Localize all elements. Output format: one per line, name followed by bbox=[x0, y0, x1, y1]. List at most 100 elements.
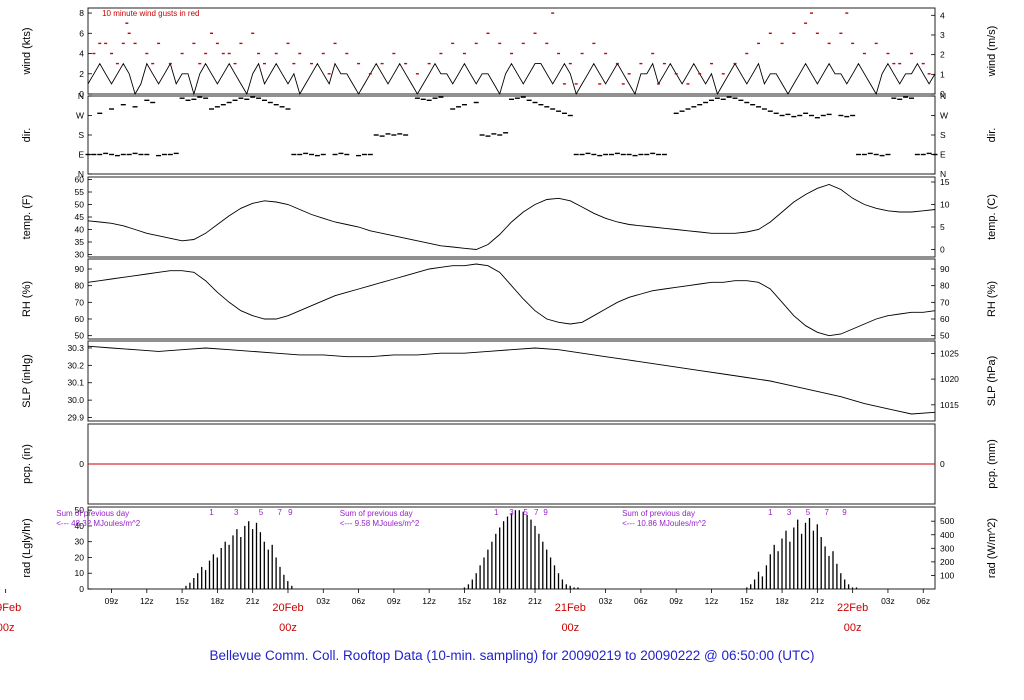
slp-left-tick-label: 30.1 bbox=[67, 378, 84, 388]
rh-left-axis-label: RH (%) bbox=[21, 281, 33, 317]
rad-left-tick-label: 50 bbox=[75, 505, 85, 515]
rad-annotation: Sum of previous day bbox=[340, 509, 413, 518]
wind-left-axis-label: wind (kts) bbox=[21, 27, 33, 75]
x-tick-label: 15z bbox=[175, 596, 189, 606]
rad-annotation: 7 bbox=[278, 508, 283, 517]
date-time-label: 00z bbox=[844, 622, 862, 634]
date-time-label: 00z bbox=[0, 622, 15, 634]
x-tick-label: 21z bbox=[528, 596, 542, 606]
rh-right-tick-label: 60 bbox=[940, 314, 950, 324]
rad-right-tick-label: 100 bbox=[940, 570, 954, 580]
wind-speed-line bbox=[87, 62, 936, 96]
dir-right-tick-label: N bbox=[940, 169, 946, 179]
rad-right-tick-label: 300 bbox=[940, 543, 954, 553]
rh-left-tick-label: 60 bbox=[75, 314, 85, 324]
rad-annotation: 5 bbox=[806, 508, 811, 517]
rad-left-tick-label: 0 bbox=[79, 584, 84, 594]
temp-left-tick-label: 50 bbox=[75, 200, 85, 210]
rad-left-tick-label: 40 bbox=[75, 521, 85, 531]
rh-left-tick-label: 80 bbox=[75, 281, 85, 291]
slp-left-tick-label: 30.0 bbox=[67, 395, 84, 405]
date-time-label: 00z bbox=[279, 622, 297, 634]
wind-right-tick-label: 4 bbox=[940, 10, 945, 20]
temp-left-tick-label: 30 bbox=[75, 250, 85, 260]
x-tick-label: 03z bbox=[599, 596, 613, 606]
rad-left-tick-label: 10 bbox=[75, 568, 85, 578]
x-tick-label: 06z bbox=[916, 596, 930, 606]
dir-panel-border bbox=[87, 95, 936, 175]
rh-right-tick-label: 90 bbox=[940, 264, 950, 274]
x-tick-label: 18z bbox=[211, 596, 225, 606]
slp-right-tick-label: 1015 bbox=[940, 400, 959, 410]
slp-right-tick-label: 1020 bbox=[940, 374, 959, 384]
dir-left-tick-label: N bbox=[78, 169, 84, 179]
rad-left-tick-label: 20 bbox=[75, 552, 85, 562]
temp-left-tick-label: 35 bbox=[75, 237, 85, 247]
slp-right-axis-label: SLP (hPa) bbox=[986, 356, 998, 407]
x-tick-label: 21z bbox=[811, 596, 825, 606]
slp-right-tick-label: 1025 bbox=[940, 349, 959, 359]
rad-annotation: 9 bbox=[842, 508, 847, 517]
wind-left-tick-label: 4 bbox=[79, 49, 84, 59]
rad-annotation: 3 bbox=[787, 508, 792, 517]
temp-left-tick-label: 40 bbox=[75, 225, 85, 235]
temp-right-tick-label: 15 bbox=[940, 177, 950, 187]
slp-left-axis-label: SLP (inHg) bbox=[21, 354, 33, 408]
temp-left-tick-label: 55 bbox=[75, 187, 85, 197]
rad-annotation: 5 bbox=[259, 508, 264, 517]
rh-right-axis-label: RH (%) bbox=[986, 281, 998, 317]
rad-annotation: 1 bbox=[768, 508, 773, 517]
rh-right-tick-label: 80 bbox=[940, 281, 950, 291]
rad-annotation: 7 bbox=[825, 508, 830, 517]
wind-right-tick-label: 0 bbox=[940, 89, 945, 99]
rad-annotation: 1 bbox=[494, 508, 499, 517]
rad-annotation: 7 bbox=[534, 508, 539, 517]
x-tick-label: 15z bbox=[740, 596, 754, 606]
dir-right-tick-label: N bbox=[940, 91, 946, 101]
rad-annotation: <--- 9.58 MJoules/m^2 bbox=[340, 519, 420, 528]
rh-left-tick-label: 50 bbox=[75, 331, 85, 341]
x-tick-label: 12z bbox=[422, 596, 436, 606]
x-tick-label: 03z bbox=[881, 596, 895, 606]
humidity-line bbox=[87, 263, 936, 337]
rad-right-tick-label: 500 bbox=[940, 516, 954, 526]
rad-right-tick-label: 200 bbox=[940, 557, 954, 567]
rad-left-tick-label: 30 bbox=[75, 537, 85, 547]
wind-left-tick-label: 0 bbox=[79, 89, 84, 99]
wind-left-tick-label: 2 bbox=[79, 69, 84, 79]
rh-right-tick-label: 70 bbox=[940, 297, 950, 307]
date-label: 19Feb bbox=[0, 602, 21, 614]
rad-right-tick-label: 400 bbox=[940, 530, 954, 540]
wind-right-tick-label: 1 bbox=[940, 69, 945, 79]
slp-left-tick-label: 30.2 bbox=[67, 360, 84, 370]
slp-left-tick-label: 30.3 bbox=[67, 343, 84, 353]
temp-right-tick-label: 5 bbox=[940, 222, 945, 232]
rad-annotation: 9 bbox=[543, 508, 548, 517]
rad-annotation: <--- 48.32 MJoules/m^2 bbox=[56, 519, 141, 528]
dir-left-tick-label: W bbox=[76, 111, 84, 121]
temp-left-axis-label: temp. (F) bbox=[21, 195, 33, 240]
wind-right-axis-label: wind (m/s) bbox=[986, 26, 998, 78]
x-tick-label: 09z bbox=[105, 596, 119, 606]
x-tick-label: 21z bbox=[246, 596, 260, 606]
x-tick-label: 15z bbox=[458, 596, 472, 606]
rh-left-tick-label: 90 bbox=[75, 264, 85, 274]
wind-annotation: 10 minute wind gusts in red bbox=[102, 9, 199, 18]
pressure-line bbox=[87, 345, 936, 415]
pcp-right-axis-label: pcp. (mm) bbox=[986, 439, 998, 489]
rad-annotation: 5 bbox=[523, 508, 528, 517]
rad-annotation: Sum of previous day bbox=[622, 509, 695, 518]
rad-right-axis-label: rad (W/m^2) bbox=[986, 518, 998, 578]
slp-panel-border bbox=[87, 340, 936, 422]
dir-right-axis-label: dir. bbox=[986, 128, 998, 143]
dir-left-tick-label: S bbox=[78, 130, 84, 140]
pcp-right-tick-label: 0 bbox=[940, 459, 945, 469]
x-tick-label: 18z bbox=[775, 596, 789, 606]
rad-annotation: Sum of previous day bbox=[56, 509, 129, 518]
rad-annotation: 3 bbox=[234, 508, 239, 517]
temp-right-axis-label: temp. (C) bbox=[986, 194, 998, 240]
x-tick-label: 12z bbox=[705, 596, 719, 606]
date-time-label: 00z bbox=[561, 622, 579, 634]
